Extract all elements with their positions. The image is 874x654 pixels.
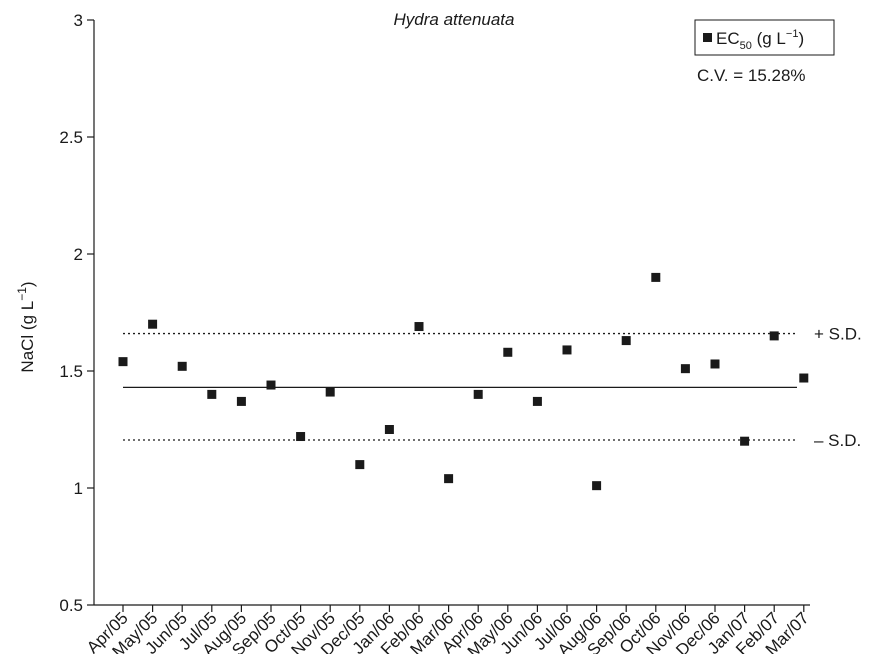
- data-point: [444, 474, 454, 484]
- data-point: [414, 322, 424, 332]
- legend-label-mid: (g L: [752, 29, 786, 48]
- data-point: [325, 387, 335, 397]
- y-tick-label: 0.5: [59, 596, 83, 615]
- legend-label-close: ): [798, 29, 804, 48]
- legend-marker: [703, 33, 712, 42]
- data-point: [680, 364, 690, 374]
- data-point: [355, 460, 365, 470]
- sd-label: – S.D.: [814, 431, 861, 450]
- data-point: [562, 345, 572, 355]
- data-point: [148, 319, 158, 329]
- chart-title: Hydra attenuata: [394, 10, 515, 29]
- y-axis-label-sup: −1: [15, 287, 29, 301]
- data-point: [503, 347, 513, 357]
- x-ticks: Apr/05May/05Jun/05Jul/05Aug/05Sep/05Oct/…: [83, 605, 813, 654]
- legend-label: EC50 (g L−1): [716, 28, 804, 52]
- sd-label: + S.D.: [814, 325, 862, 344]
- data-point: [532, 396, 542, 406]
- data-point: [769, 331, 779, 341]
- data-point: [473, 389, 483, 399]
- legend-box: [694, 19, 835, 56]
- data-point: [118, 357, 128, 367]
- data-point: [651, 272, 661, 282]
- data-point: [266, 380, 276, 390]
- legend-label-sup: −1: [786, 28, 799, 40]
- y-ticks: 0.5 1 1.5 2 2.5 3: [59, 11, 94, 615]
- data-point: [296, 432, 306, 442]
- data-point: [236, 396, 246, 406]
- data-point: [177, 361, 187, 371]
- y-tick-label: 3: [74, 11, 83, 30]
- cv-annotation: C.V. = 15.28%: [697, 66, 806, 85]
- data-point: [740, 436, 750, 446]
- data-point: [592, 481, 602, 491]
- y-tick-label: 1: [74, 479, 83, 498]
- y-axis-label: NaCl (g L−1): [15, 281, 37, 372]
- y-axis-label-close: ): [18, 281, 37, 287]
- data-point: [621, 336, 631, 346]
- data-point: [207, 389, 217, 399]
- y-tick-label: 2: [74, 245, 83, 264]
- y-axis-label-base: NaCl (g L: [18, 301, 37, 373]
- legend: EC50 (g L−1): [694, 19, 835, 56]
- reference-lines: + S.D. – S.D.: [123, 325, 862, 450]
- y-tick-label: 1.5: [59, 362, 83, 381]
- data-points: [118, 272, 809, 491]
- legend-label-sub: 50: [740, 40, 752, 52]
- data-point: [384, 425, 394, 434]
- data-point: [710, 359, 720, 369]
- data-point: [799, 373, 809, 383]
- legend-label-prefix: EC: [716, 29, 740, 48]
- y-tick-label: 2.5: [59, 128, 83, 147]
